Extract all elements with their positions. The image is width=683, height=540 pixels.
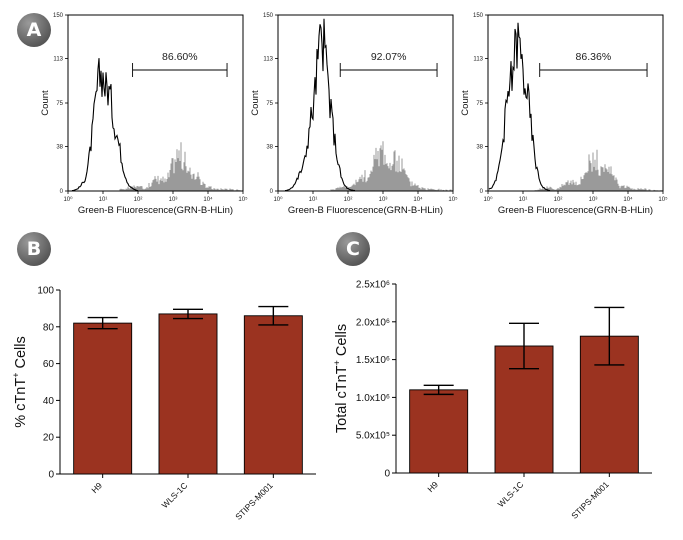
bar-chart-b-ytick-label: 0 — [48, 470, 54, 481]
histogram-3-ytick-label: 113 — [473, 56, 483, 62]
histogram-1-xtick-label: 10⁵ — [238, 196, 248, 203]
histogram-1-xtick-label: 10⁴ — [203, 196, 213, 203]
histogram-2-xtick-label: 10² — [344, 197, 353, 203]
histogram-2-gate-label: 92.07% — [371, 51, 407, 63]
y-axis-label-superscript: + — [11, 373, 21, 378]
histogram-1-xtick-label: 10⁰ — [63, 196, 73, 203]
histogram-2-ytick-label: 38 — [266, 144, 273, 150]
histogram-2-xtick-label: 10³ — [379, 197, 388, 203]
histogram-2-xtick-label: 10⁵ — [448, 196, 458, 203]
histogram-3-xtick-label: 10⁴ — [623, 196, 633, 203]
bar-chart-b-category-label: WLS-1C — [160, 480, 190, 510]
bar-chart-b-bar-h9 — [73, 322, 133, 475]
bar-chart-c-ytick-label: 0 — [384, 469, 390, 480]
y-axis-label-main: % cTnT — [13, 378, 29, 428]
histogram-1-xtick-label: 10² — [134, 197, 143, 203]
bar-chart-c-ytick-label: 1.0x10⁶ — [356, 393, 390, 404]
bar-chart-b-ytick-label: 20 — [43, 433, 55, 444]
bar-chart-b-bar-stips-m001 — [243, 315, 303, 475]
histogram-1-ytick-label: 38 — [56, 144, 63, 150]
panel-c-badge: C — [336, 232, 370, 266]
bar-chart-c-ytick-label: 2.5x10⁶ — [356, 280, 390, 291]
histogram-1-xtick-label: 10¹ — [99, 197, 108, 203]
bar-chart-b-ytick-label: 40 — [43, 396, 55, 407]
histogram-2-xtick-label: 10⁰ — [273, 196, 283, 203]
histogram-2-xtick-label: 10⁴ — [413, 196, 423, 203]
bar-chart-b-y-axis-label: % cTnT+ Cells — [11, 336, 29, 427]
bar-chart-c-ytick-label: 1.5x10⁶ — [356, 355, 390, 366]
bar-chart-c-category-label: H9 — [425, 479, 440, 494]
y-axis-label-tail: Cells — [334, 324, 350, 360]
histogram-3-xtick-label: 10² — [554, 197, 563, 203]
bar-chart-c-category-label: WLS-1C — [496, 479, 526, 509]
histogram-2-ytick-label: 150 — [263, 13, 274, 19]
histogram-3-xtick-label: 10⁰ — [483, 196, 493, 203]
bar-chart-c-y-axis-label: Total cTnT+ Cells — [332, 324, 350, 433]
histogram-3-stained-series — [534, 149, 662, 191]
histogram-1-ytick-label: 0 — [60, 189, 64, 195]
histogram-3-xtick-label: 10¹ — [519, 197, 528, 203]
histogram-2-frame — [277, 14, 454, 192]
bar-chart-b-category-label: STIPS-M001 — [233, 480, 275, 522]
histogram-2-ytick-label: 113 — [263, 56, 273, 62]
histogram-3-ytick-label: 38 — [476, 144, 483, 150]
histogram-1-x-axis-label: Green-B Fluorescence(GRN-B-HLin) — [78, 205, 233, 216]
histogram-3-xtick-label: 10⁵ — [658, 196, 668, 203]
histogram-3-ytick-label: 0 — [480, 189, 484, 195]
histogram-3-x-axis-label: Green-B Fluorescence(GRN-B-HLin) — [498, 205, 653, 216]
bar-chart-b-ytick-label: 60 — [43, 359, 55, 370]
histogram-3-y-axis-label: Count — [460, 90, 471, 116]
bar-chart-b-bar-wls-1c — [158, 313, 218, 475]
bar-chart-b-ytick-label: 80 — [43, 322, 55, 333]
histogram-1-ytick-label: 150 — [53, 13, 64, 19]
y-axis-label-tail: Cells — [13, 336, 29, 372]
bar-chart-c-ytick-label: 5.0x10⁵ — [356, 431, 390, 442]
histogram-2-x-axis-label: Green-B Fluorescence(GRN-B-HLin) — [288, 205, 443, 216]
y-axis-label-main: Total cTnT — [334, 365, 350, 433]
histogram-1-xtick-label: 10³ — [169, 197, 178, 203]
histogram-2-y-axis-label: Count — [250, 90, 261, 116]
y-axis-label-superscript: + — [332, 360, 342, 365]
bar-chart-c-bar-h9 — [409, 389, 469, 474]
histogram-1-gate-label: 86.60% — [162, 51, 198, 63]
bar-chart-b-category-label: H9 — [89, 480, 104, 495]
histogram-1-control-series — [71, 58, 139, 192]
bar-chart-c-category-label: STIPS-M001 — [569, 479, 611, 521]
histogram-2-ytick-label: 75 — [266, 101, 273, 107]
panel-b-badge: B — [17, 232, 51, 266]
histogram-3-ytick-label: 75 — [476, 101, 483, 107]
histogram-1-stained-series — [119, 142, 241, 191]
histogram-1-ytick-label: 75 — [56, 101, 63, 107]
histogram-3-gate-label: 86.36% — [576, 51, 612, 63]
histogram-3-ytick-label: 150 — [473, 13, 484, 19]
histogram-2-control-series — [284, 18, 356, 192]
bar-chart-c-ytick-label: 2.0x10⁶ — [356, 317, 390, 328]
panel-a-badge: A — [17, 13, 51, 47]
histogram-2-ytick-label: 0 — [270, 189, 274, 195]
bar-chart-b-ytick-label: 100 — [37, 286, 54, 297]
histogram-2-xtick-label: 10¹ — [309, 197, 318, 203]
histogram-1-y-axis-label: Count — [40, 90, 51, 116]
histogram-2-stained-series — [330, 141, 452, 191]
histogram-1-ytick-label: 113 — [53, 56, 63, 62]
histogram-3-xtick-label: 10³ — [589, 197, 598, 203]
histogram-3-control-series — [488, 22, 551, 192]
